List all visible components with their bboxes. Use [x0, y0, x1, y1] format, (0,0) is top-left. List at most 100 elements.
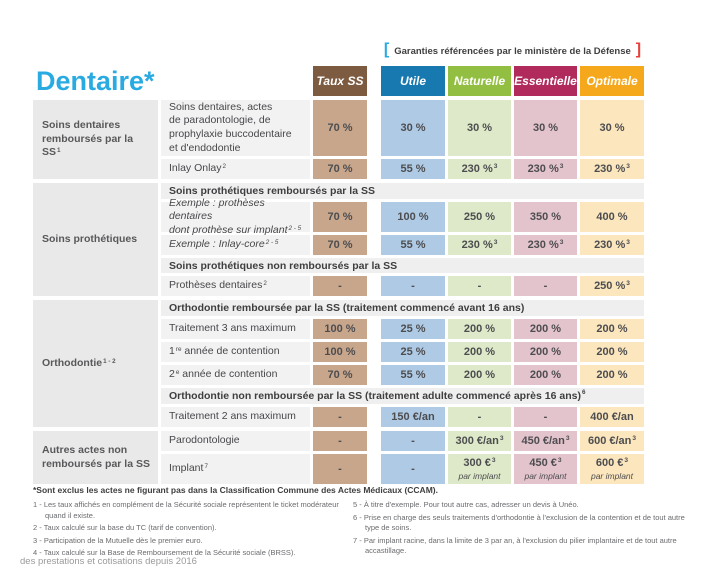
row-label: Parodontologie	[161, 431, 310, 451]
value-cell-essentielle: 30 %	[514, 100, 577, 156]
column-header-essentielle: Essentielle	[514, 66, 577, 96]
column-header-taux-ss: Taux SS	[313, 66, 367, 96]
value-cell-taux-ss: 70 %	[313, 235, 367, 255]
footnote-item: 2 - Taux calculé sur la base du TC (tari…	[33, 523, 217, 532]
value-cell-utile: 30 %	[381, 100, 445, 156]
row-label: Exemple : prothèses dentaires dont prothè…	[161, 197, 310, 236]
value-cell-optimale: 600 €3 par implant	[580, 454, 644, 484]
column-header-utile: Utile	[381, 66, 445, 96]
value-cell-naturelle: 200 %	[448, 319, 511, 339]
group-label: Autres actes non remboursés par la SS	[33, 431, 158, 484]
footnote-item: 6 - Prise en charge des seuls traitement…	[353, 512, 685, 533]
value-cell-naturelle: 200 %	[448, 342, 511, 362]
ministry-reference-note: [ Garanties référencées par le ministère…	[381, 42, 644, 60]
section-subheader: Soins prothétiques remboursés par la SS	[161, 183, 644, 199]
value-cell-optimale: 250 %3	[580, 276, 644, 296]
row-label: Exemple : Inlay-core2 - 5	[161, 235, 310, 255]
value-cell-essentielle: 200 %	[514, 319, 577, 339]
footnotes-right-column: 5 - À titre d'exemple. Pour tout autre c…	[353, 500, 696, 561]
value-cell-naturelle: 30 %	[448, 100, 511, 156]
page-title: Dentaire*	[36, 66, 155, 96]
row-label: Inlay Onlay2	[161, 159, 310, 179]
footnote-item: 4 - Taux calculé sur la Base de Rembours…	[33, 548, 296, 557]
value-cell-naturelle: 200 %	[448, 365, 511, 385]
value-cell-utile: 55 %	[381, 235, 445, 255]
row-label: 2e année de contention	[161, 365, 310, 385]
value-cell-taux-ss: 70 %	[313, 202, 367, 232]
group-label: Soins dentaires remboursés par la SS1	[33, 100, 158, 179]
value-cell-utile: 55 %	[381, 159, 445, 179]
ministry-reference-text: Garanties référencées par le ministère d…	[394, 45, 631, 57]
value-cell-utile: 100 %	[381, 202, 445, 232]
footnotes-left-column: 1 - Les taux affichés en complément de l…	[33, 500, 345, 561]
row-label: Traitement 2 ans maximum	[161, 407, 310, 427]
value-cell-taux-ss: -	[313, 276, 367, 296]
footnote-exclusion: *Sont exclus les actes ne figurant pas d…	[33, 485, 438, 495]
bracket-right-icon: ]	[635, 41, 642, 58]
footnote-item: 5 - À titre d'exemple. Pour tout autre c…	[353, 500, 579, 509]
table-body: Soins dentaires remboursés par la SS1 Soin…	[33, 100, 644, 484]
clipped-bottom-caption: des prestations et cotisations depuis 20…	[20, 556, 197, 567]
value-cell-optimale: 230 %3	[580, 235, 644, 255]
value-cell-taux-ss: 70 %	[313, 365, 367, 385]
value-cell-utile: 25 %	[381, 342, 445, 362]
row-label: Prothèses dentaires2	[161, 276, 310, 296]
footnotes: *Sont exclus les actes ne figurant pas d…	[33, 485, 696, 561]
section-subheader: Orthodontie non remboursée par la SS (tr…	[161, 388, 644, 404]
row-label: Implant7	[161, 454, 310, 484]
footnote-item: 1 - Les taux affichés en complément de l…	[33, 500, 339, 520]
footnote-item: 3 - Participation de la Mutuelle dès le …	[33, 535, 203, 545]
value-cell-utile: 150 €/an	[381, 407, 445, 427]
value-cell-taux-ss: 100 %	[313, 342, 367, 362]
value-cell-naturelle: -	[448, 276, 511, 296]
value-cell-naturelle: 230 %3	[448, 159, 511, 179]
benefit-group: Autres actes non remboursés par la SS Paro…	[33, 431, 644, 484]
value-cell-essentielle: 350 %	[514, 202, 577, 232]
value-cell-optimale: 230 %3	[580, 159, 644, 179]
value-cell-optimale: 200 %	[580, 365, 644, 385]
group-label: Orthodontie1 - 2	[33, 300, 158, 427]
value-cell-optimale: 600 €/an3	[580, 431, 644, 451]
value-cell-essentielle: 200 %	[514, 342, 577, 362]
value-cell-taux-ss: -	[313, 431, 367, 451]
section-subheader: Orthodontie remboursée par la SS (traite…	[161, 300, 644, 316]
value-cell-essentielle: -	[514, 276, 577, 296]
value-cell-taux-ss: 70 %	[313, 159, 367, 179]
benefits-table: [ Garanties référencées par le ministère…	[33, 42, 644, 484]
value-cell-optimale: 200 %	[580, 319, 644, 339]
value-cell-essentielle: 450 €3 par implant	[514, 454, 577, 484]
value-cell-utile: -	[381, 276, 445, 296]
value-cell-utile: 55 %	[381, 365, 445, 385]
value-cell-taux-ss: -	[313, 407, 367, 427]
value-cell-essentielle: 230 %3	[514, 235, 577, 255]
value-cell-optimale: 30 %	[580, 100, 644, 156]
row-label: Soins dentaires, actes de paradontologie,…	[161, 100, 310, 156]
value-cell-utile: 25 %	[381, 319, 445, 339]
value-cell-essentielle: 200 %	[514, 365, 577, 385]
value-cell-essentielle: 450 €/an3	[514, 431, 577, 451]
value-cell-taux-ss: -	[313, 454, 367, 484]
column-header-optimale: Optimale	[580, 66, 644, 96]
benefit-group: Soins prothétiques Soins prothétiques rem…	[33, 183, 644, 296]
column-header-naturelle: Naturelle	[448, 66, 511, 96]
value-cell-naturelle: 230 %3	[448, 235, 511, 255]
value-cell-essentielle: 230 %3	[514, 159, 577, 179]
value-cell-utile: -	[381, 431, 445, 451]
row-label: Traitement 3 ans maximum	[161, 319, 310, 339]
group-label: Soins prothétiques	[33, 183, 158, 296]
table-header: [ Garanties référencées par le ministère…	[33, 42, 644, 97]
value-cell-optimale: 400 %	[580, 202, 644, 232]
value-cell-essentielle: -	[514, 407, 577, 427]
value-cell-optimale: 400 €/an	[580, 407, 644, 427]
row-label: 1re année de contention	[161, 342, 310, 362]
benefit-group: Orthodontie1 - 2 Orthodontie remboursée p…	[33, 300, 644, 427]
benefit-group: Soins dentaires remboursés par la SS1 Soin…	[33, 100, 644, 179]
value-cell-optimale: 200 %	[580, 342, 644, 362]
value-cell-naturelle: 300 €/an3	[448, 431, 511, 451]
bracket-left-icon: [	[383, 41, 390, 58]
value-cell-naturelle: 300 €3 par implant	[448, 454, 511, 484]
value-cell-taux-ss: 70 %	[313, 100, 367, 156]
footnote-item: 7 - Par implant racine, dans la limite d…	[353, 535, 677, 556]
value-cell-utile: -	[381, 454, 445, 484]
section-subheader: Soins prothétiques non remboursés par la…	[161, 258, 644, 273]
